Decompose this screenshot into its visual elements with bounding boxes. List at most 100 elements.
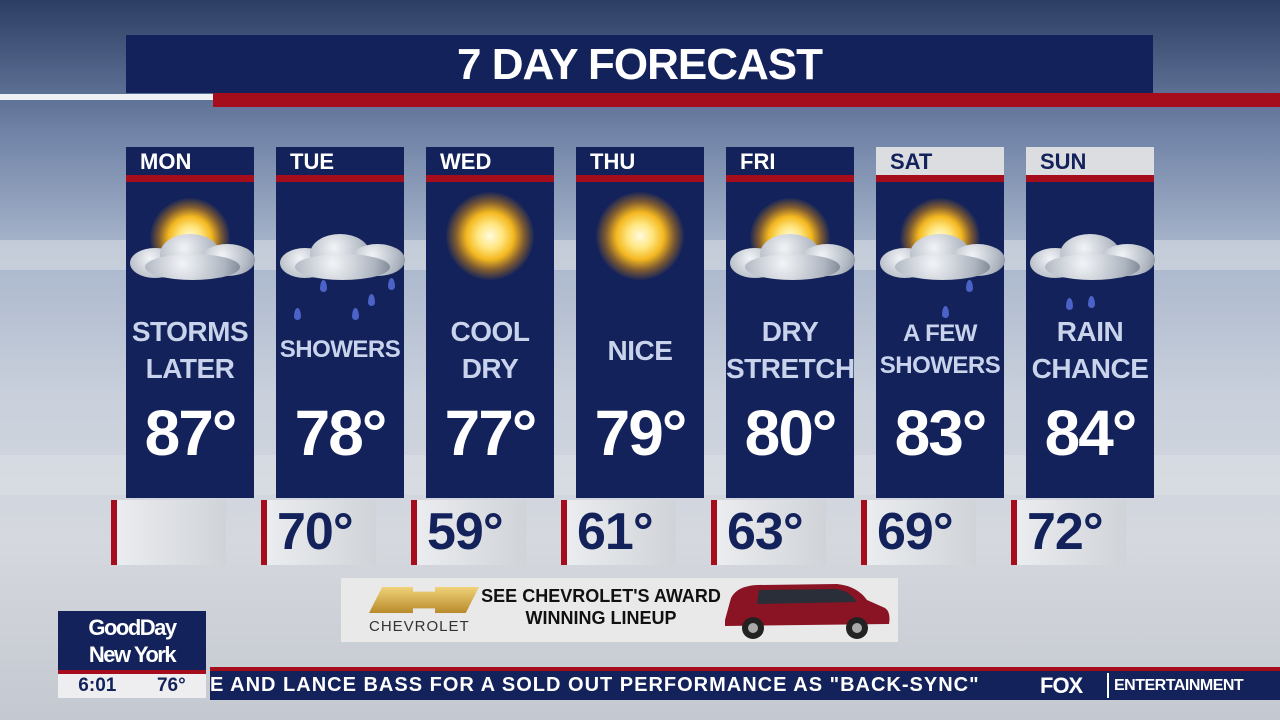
- divider: [726, 175, 854, 182]
- divider: [876, 175, 1004, 182]
- low-temp-marker: [411, 500, 417, 565]
- ad-brand: CHEVROLET: [369, 618, 470, 635]
- low-temp: 70°: [277, 503, 354, 561]
- condition-line: NICE: [607, 334, 673, 366]
- raindrop-icon: [388, 278, 395, 290]
- day-label: MON: [140, 149, 192, 174]
- condition-line: SHOWERS: [279, 336, 401, 363]
- low-temp-box: [111, 500, 226, 565]
- raindrop-icon: [352, 308, 359, 320]
- show-logo-line2: New York: [88, 642, 177, 667]
- low-temp-marker: [561, 500, 567, 565]
- forecast-day-mon: MON STORMS LATER 87°: [126, 147, 255, 498]
- forecast-day-fri: FRI DRY STRETCH 80°: [726, 147, 855, 498]
- cloud-icon: [1020, 230, 1160, 280]
- high-temp: 83°: [894, 397, 988, 469]
- forecast-day-wed: WED COOL DRY 77°: [426, 147, 554, 498]
- day-label: SAT: [876, 147, 1004, 175]
- condition-line: STRETCH: [726, 353, 855, 384]
- condition-line: LATER: [145, 353, 235, 384]
- condition-line: A FEW: [903, 320, 977, 347]
- sun-icon: [596, 192, 684, 280]
- partly-sunny-icon: [726, 182, 855, 302]
- low-temp: 72°: [1027, 503, 1104, 561]
- condition: COOL DRY: [426, 302, 554, 398]
- low-temp-box: 61°: [561, 500, 676, 565]
- day-label: THU: [590, 149, 636, 174]
- forecast-day-sun: SUN RAIN CHANCE 84°: [1026, 147, 1155, 498]
- day-label: TUE: [290, 149, 334, 174]
- condition-line: DRY: [761, 316, 819, 347]
- high-temp: 84°: [1044, 397, 1138, 469]
- low-temp: 69°: [877, 503, 954, 561]
- partly-sunny-showers-icon: [876, 182, 1005, 318]
- divider: [576, 175, 704, 182]
- divider: [58, 670, 206, 674]
- raindrop-icon: [294, 308, 301, 320]
- divider: [0, 94, 213, 100]
- current-time: 6:01: [78, 675, 117, 696]
- raindrop-icon: [966, 280, 973, 292]
- condition: STORMS LATER: [126, 302, 254, 398]
- condition-line: COOL: [450, 316, 530, 347]
- divider: [426, 175, 554, 182]
- sun-icon: [576, 182, 704, 302]
- low-temp: 63°: [727, 503, 804, 561]
- divider: [276, 175, 404, 182]
- low-temp-box: 69°: [861, 500, 976, 565]
- condition: A FEW SHOWERS: [876, 302, 1004, 398]
- sun-icon: [426, 182, 554, 302]
- low-temp-marker: [1011, 500, 1017, 565]
- low-temp-marker: [111, 500, 117, 565]
- page-title: 7 DAY FORECAST: [126, 35, 1153, 93]
- low-temp-box: 72°: [1011, 500, 1126, 565]
- condition-line: DRY: [461, 353, 519, 384]
- partly-sunny-icon: [126, 182, 255, 302]
- high-temp: 87°: [144, 397, 238, 469]
- condition: NICE: [576, 302, 704, 398]
- high-temp: 78°: [294, 397, 388, 469]
- cloud-icon: [870, 230, 1010, 280]
- ad-text: SEE CHEVROLET'S AWARD WINNING LINEUP: [481, 586, 721, 628]
- low-temp: 59°: [427, 503, 504, 561]
- high-temp: 79°: [594, 397, 688, 469]
- divider: [126, 175, 254, 182]
- divider: [1107, 673, 1109, 698]
- low-temp-marker: [261, 500, 267, 565]
- raindrop-icon: [942, 306, 949, 318]
- time-temp: 6:01 76°: [58, 674, 206, 698]
- chevrolet-logo-icon: [369, 587, 479, 613]
- raindrop-icon: [1066, 298, 1073, 310]
- condition-line: RAIN: [1056, 316, 1124, 347]
- condition: DRY STRETCH: [726, 302, 855, 398]
- raindrop-icon: [1088, 296, 1095, 308]
- cloud-icon: [270, 230, 410, 280]
- forecast-day-sat: SAT A FEW SHOWERS 83°: [876, 147, 1005, 498]
- cloud-icon: [720, 230, 860, 280]
- ticker-category: ENTERTAINMENT: [1114, 677, 1244, 694]
- divider: [210, 667, 1280, 671]
- condition-line: STORMS: [131, 316, 249, 347]
- low-temp-marker: [861, 500, 867, 565]
- low-temp-box: 70°: [261, 500, 376, 565]
- condition-line: CHANCE: [1031, 353, 1149, 384]
- low-temp-marker: [711, 500, 717, 565]
- forecast-day-thu: THU NICE 79°: [576, 147, 704, 498]
- day-label: SUN: [1026, 147, 1154, 175]
- chevrolet-ad-banner[interactable]: CHEVROLET SEE CHEVROLET'S AWARD WINNING …: [341, 578, 898, 642]
- car-icon: [725, 584, 890, 639]
- high-temp: 77°: [444, 397, 538, 469]
- raindrop-icon: [320, 280, 327, 292]
- show-logo: GoodDay New York: [58, 611, 206, 670]
- low-temp-box: 59°: [411, 500, 526, 565]
- forecast-day-tue: TUE SHOWERS 78°: [276, 147, 405, 498]
- cloudy-rain-icon: [1026, 182, 1155, 310]
- condition-line: SHOWERS: [879, 352, 1001, 379]
- news-ticker: E AND LANCE BASS FOR A SOLD OUT PERFORMA…: [210, 671, 1280, 700]
- low-temp-box: 63°: [711, 500, 826, 565]
- condition: RAIN CHANCE: [1026, 302, 1154, 398]
- current-temp: 76°: [156, 675, 186, 696]
- cloud-icon: [120, 230, 260, 280]
- rain-showers-icon: [276, 182, 405, 320]
- condition: SHOWERS: [276, 302, 404, 398]
